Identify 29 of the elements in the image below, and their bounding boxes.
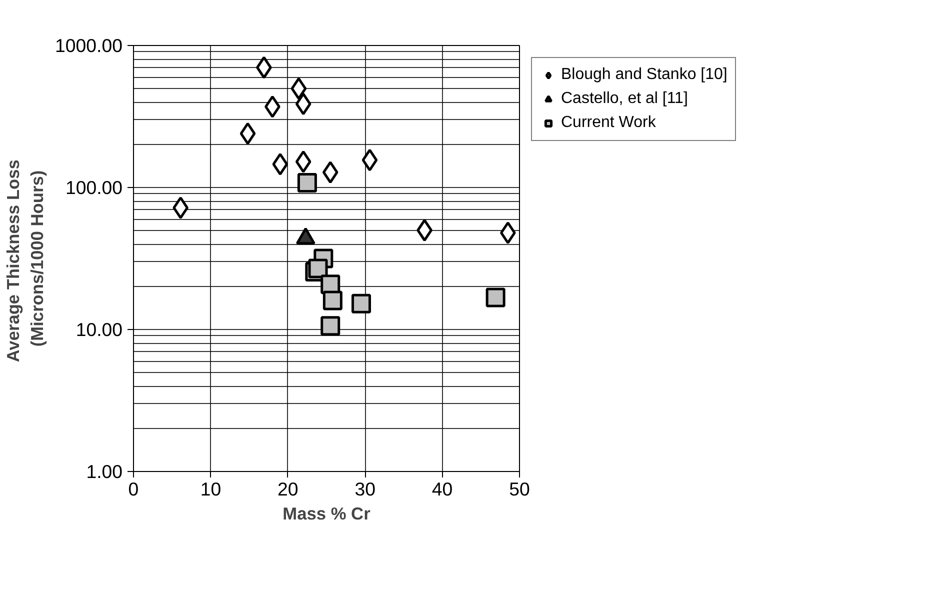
x-tick-label: 10 (200, 478, 222, 500)
x-axis-title: Mass % Cr (282, 504, 371, 524)
y-tick-label: 1000.00 (55, 35, 123, 56)
point (295, 92, 312, 116)
legend-label: Current Work (561, 114, 656, 132)
point (322, 290, 342, 310)
point (297, 173, 317, 193)
point (362, 148, 378, 172)
point (290, 77, 307, 100)
legend-label: Blough and Stanko [10] (561, 66, 728, 84)
point (240, 122, 256, 145)
point (320, 316, 340, 336)
legend-label: Castello, et al [11] (561, 90, 688, 108)
point (322, 161, 338, 184)
x-tick-label: 50 (509, 478, 530, 500)
point (486, 288, 506, 308)
point (295, 150, 312, 173)
y-tick-label: 10.00 (76, 319, 122, 340)
point (272, 152, 288, 176)
x-tick-label: 20 (278, 478, 298, 500)
point (172, 196, 189, 220)
y-tick-label: 1.00 (86, 461, 122, 482)
point (308, 258, 328, 278)
x-tick-label: 30 (354, 478, 376, 500)
y-tick-label: 100.00 (65, 177, 122, 198)
x-tick-label: 40 (432, 478, 453, 500)
point (351, 294, 371, 314)
y-axis-title: Average Thickness Loss (Microns/1000 Hours) (3, 160, 48, 362)
x-tick-label: 0 (128, 478, 139, 500)
